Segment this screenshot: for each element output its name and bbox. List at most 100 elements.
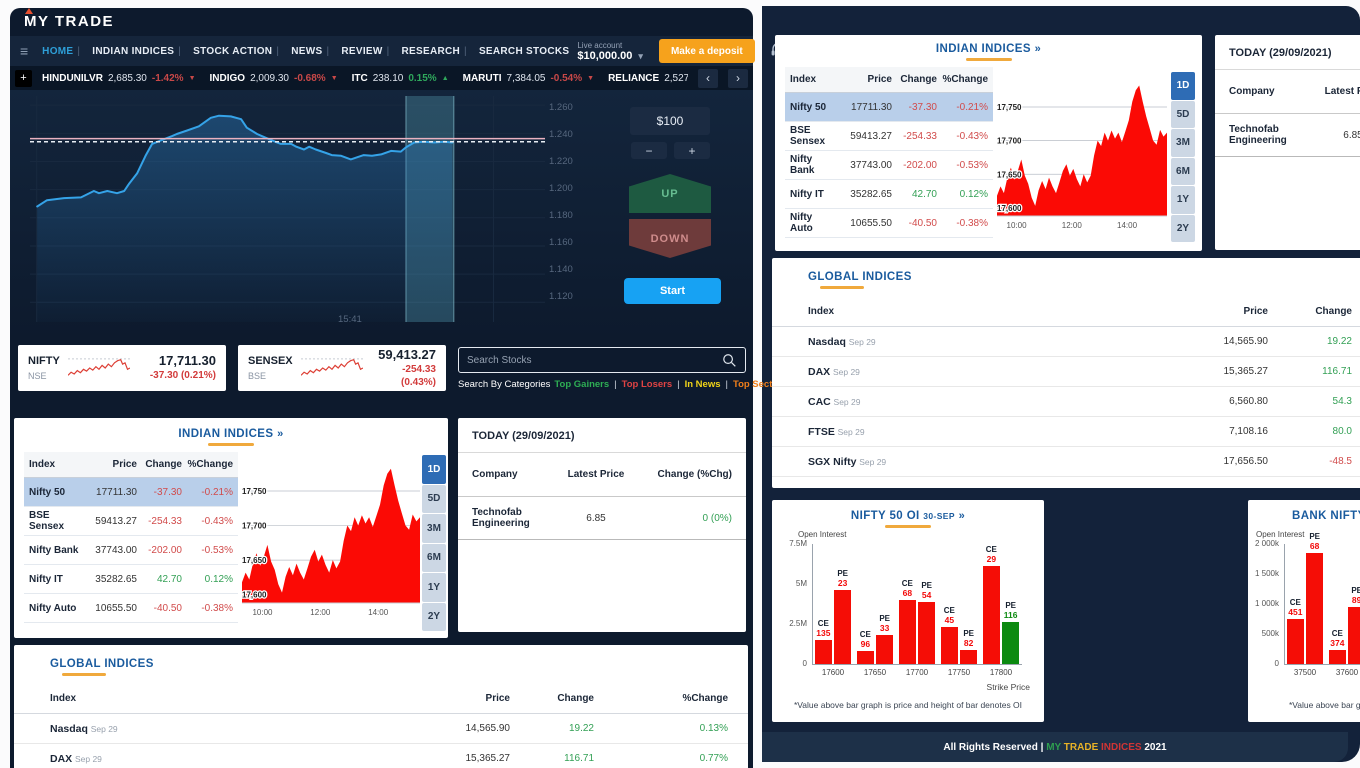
intraday-chart: 17,750 17,700 17,650 17,600 10:00 12:00 14:00 (241, 455, 420, 619)
ticker-arrow-icon: ▼ (330, 74, 338, 82)
ticker-item[interactable]: ITC 238.10 0.15% ▲ (352, 73, 449, 84)
nav-item[interactable]: STOCK ACTION (176, 46, 274, 57)
ticker-price: 2,009.30 (250, 72, 289, 84)
table-row[interactable]: BSE Sensex 59413.27 -254.33 -0.43% (785, 122, 993, 151)
nav-item[interactable]: REVIEW (324, 46, 384, 57)
table-row[interactable]: Nifty Bank 37743.00 -202.00 -0.53% (785, 151, 993, 180)
table-row[interactable]: Nifty 50 17711.30 -37.30 -0.21% (24, 478, 238, 507)
index-name: SENSEX (248, 354, 293, 367)
timeframe-button[interactable]: 5D (1171, 100, 1195, 128)
index-pct: -0.38% (956, 217, 988, 229)
account-selector[interactable]: Live account $10,000.00 ▾ (577, 40, 643, 62)
svg-text:12:00: 12:00 (1062, 221, 1083, 230)
table-row[interactable]: Nifty IT 35282.65 42.70 0.12% (785, 180, 993, 209)
decrease-amount-button[interactable]: − (631, 142, 667, 159)
ticker-item[interactable]: INDIGO 2,009.30 -0.68% ▼ (210, 73, 338, 84)
nifty-card[interactable]: NIFTY NSE 17,711.30 -37.30 (0.21%) (18, 345, 226, 391)
index-pct: -0.53% (956, 159, 988, 171)
timeframe-button[interactable]: 3M (422, 514, 446, 543)
ticker-item[interactable]: MARUTI 7,384.05 -0.54% ▼ (463, 73, 594, 84)
category-link[interactable]: Top Gainers (554, 379, 610, 390)
increase-amount-button[interactable]: + (674, 142, 710, 159)
timeframe-button[interactable]: 1Y (422, 573, 446, 602)
table-row[interactable]: BSE Sensex 59413.27 -254.33 -0.43% (24, 507, 238, 536)
timeframe-button[interactable]: 6M (422, 543, 446, 572)
index-change: 19.22 (568, 723, 594, 734)
svg-text:10:00: 10:00 (1007, 221, 1028, 230)
ticker-next-button[interactable]: › (728, 68, 748, 88)
table-row: CAC Sep 29 6,560.80 54.3 (772, 387, 1360, 417)
amount-input[interactable]: $100 (630, 107, 710, 135)
index-name: Nifty Bank (790, 154, 815, 176)
search-input[interactable]: Search Stocks (458, 347, 746, 373)
table-row: DAX Sep 29 15,365.27 116.71 0.77% (14, 744, 748, 768)
start-button[interactable]: Start (624, 278, 721, 304)
price-axis-tick: 1.200 (549, 183, 573, 194)
svg-text:14:00: 14:00 (1117, 221, 1138, 230)
ticker-symbol: RELIANCE (608, 72, 660, 84)
index-price: 17711.30 (851, 101, 892, 113)
ticker-prev-button[interactable]: ‹ (698, 68, 718, 88)
chart-footnote: *Value above bar graph is price and heig… (793, 700, 1023, 710)
table-row[interactable]: Nifty Auto 10655.50 -40.50 -0.38% (24, 594, 238, 623)
more-link[interactable]: » (958, 510, 966, 522)
index-price: 15,365.27 (465, 753, 511, 764)
timeframe-button[interactable]: 2Y (1171, 214, 1195, 242)
index-price: 37743.00 (95, 544, 137, 556)
table-header: Index Price Change %Change (24, 452, 238, 478)
category-link[interactable]: Top Sectors (721, 379, 787, 390)
table-row[interactable]: Nifty Auto 10655.50 -40.50 -0.38% (785, 209, 993, 238)
index-change: -202.00 (148, 544, 182, 556)
index-pct: 0.13% (699, 723, 728, 734)
company-name: Technofab Engineering (472, 507, 530, 529)
make-deposit-button[interactable]: Make a deposit (658, 39, 755, 63)
timeframe-button[interactable]: 1Y (1171, 186, 1195, 214)
sensex-card[interactable]: SENSEX BSE 59,413.27 -254.33 (0.43%) (238, 345, 446, 391)
footer-text: All Rights Reserved | (943, 741, 1047, 753)
index-price: 35282.65 (850, 188, 892, 200)
category-link[interactable]: In News (672, 379, 721, 390)
change-value: 0 (0%) (702, 512, 732, 524)
menu-icon[interactable]: ≡ (20, 43, 29, 59)
timeframe-button[interactable]: 3M (1171, 129, 1195, 157)
more-link[interactable]: » (277, 428, 284, 440)
index-change: -37.30 (153, 486, 182, 498)
ticker-change: 0.15% (408, 72, 437, 84)
table-row[interactable]: Nifty Bank 37743.00 -202.00 -0.53% (24, 536, 238, 565)
category-link[interactable]: Top Losers (609, 379, 673, 390)
more-link[interactable]: » (1034, 43, 1042, 55)
y-axis-label: Open Interest (798, 530, 847, 539)
chevron-down-icon: ▾ (638, 51, 643, 61)
search-categories: Search By Categories Top GainersTop Lose… (458, 379, 787, 390)
app-logo[interactable]: MY TRADE (24, 8, 114, 33)
footer-text: 2021 (1144, 741, 1167, 753)
nav-item[interactable]: RESEARCH (385, 46, 462, 57)
table-row: Technofab Engineering 6.85 0 (0%) (458, 497, 746, 540)
index-pct: 0.77% (699, 753, 728, 764)
index-change: -254.33 (0.43%) (400, 363, 436, 388)
index-name: NIFTY (28, 354, 60, 367)
table-row: Nasdaq Sep 29 14,565.90 19.22 0.13% (14, 714, 748, 744)
table-row[interactable]: Nifty IT 35282.65 42.70 0.12% (24, 565, 238, 594)
timeframe-button[interactable]: 1D (422, 455, 446, 484)
nav-item[interactable]: HOME (42, 45, 74, 57)
panel-title: BANK NIFTY OI (1292, 510, 1360, 522)
timeframe-button[interactable]: 1D (1171, 72, 1195, 100)
svg-text:17,750: 17,750 (242, 487, 267, 496)
timeframe-button[interactable]: 5D (422, 484, 446, 513)
index-change: -37.30 (908, 101, 937, 113)
nav-item[interactable]: SEARCH STOCKS (462, 46, 571, 57)
index-pct: -0.21% (956, 101, 988, 113)
nav-item[interactable]: NEWS (274, 46, 324, 57)
nav-item[interactable]: INDIAN INDICES (75, 46, 176, 57)
timeframe-button[interactable]: 6M (1171, 157, 1195, 185)
timeframe-button[interactable]: 2Y (422, 602, 446, 631)
table-row[interactable]: Nifty 50 17711.30 -37.30 -0.21% (785, 93, 993, 122)
add-symbol-button[interactable]: + (15, 69, 32, 87)
index-name: BSE Sensex (790, 125, 826, 147)
ticker-item[interactable]: RELIANCE 2,527.85 -0.79% ▼ (608, 73, 688, 84)
global-indices-panel: GLOBAL INDICES Index Price Change %Chang… (772, 258, 1360, 488)
ticker-item[interactable]: HINDUNILVR 2,685.30 -1.42% ▼ (42, 73, 196, 84)
banknifty-oi-panel: BANK NIFTY OI 30-SEP » Open Interest 2 0… (1248, 500, 1360, 722)
